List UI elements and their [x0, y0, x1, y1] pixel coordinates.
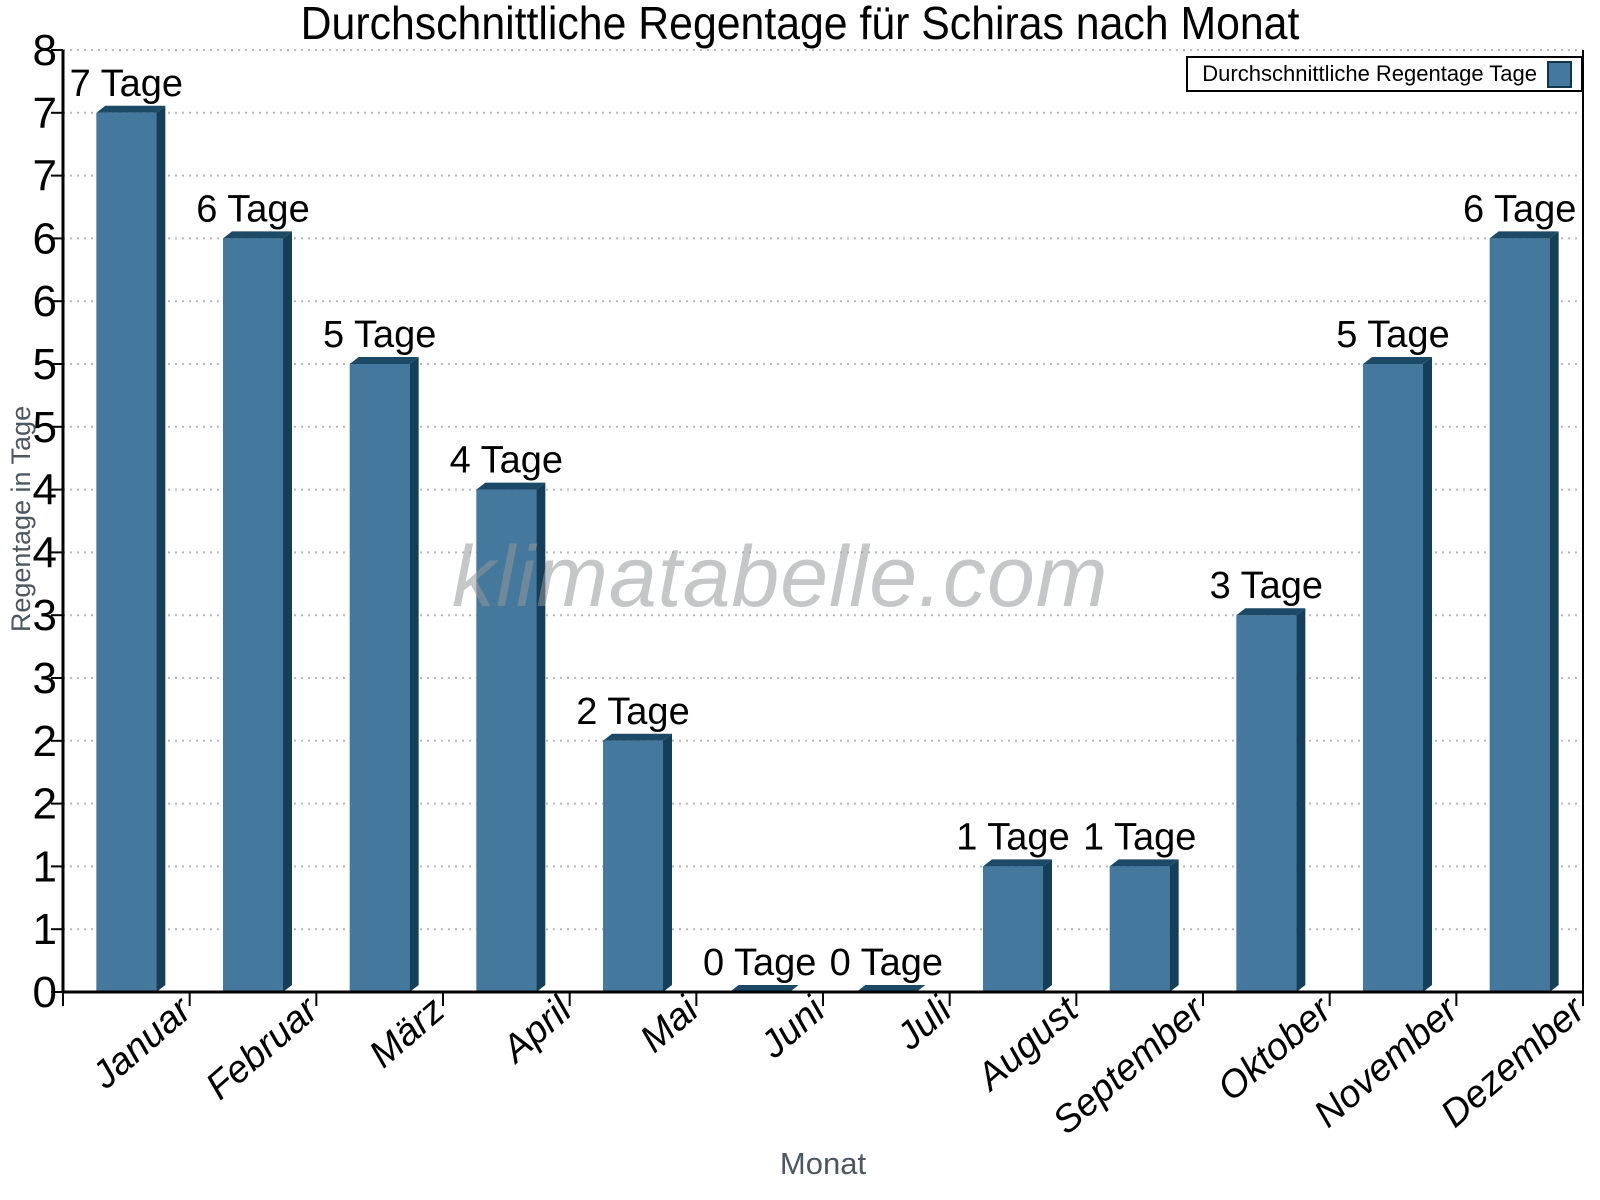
bar-value-label: 1 Tage: [1083, 816, 1196, 858]
bar-face: [476, 489, 537, 992]
x-category-label: März: [362, 989, 453, 1076]
bar-value-label: 0 Tage: [703, 942, 816, 984]
bar-top: [349, 357, 419, 364]
bar-top: [856, 985, 926, 992]
y-tick-label: 5: [33, 403, 57, 452]
bar-top: [1109, 859, 1179, 867]
legend-swatch-icon: [1547, 60, 1572, 88]
x-category-label: Januar: [84, 988, 201, 1097]
bar-face: [223, 238, 283, 992]
bar-top: [1489, 231, 1559, 239]
y-tick-label: 2: [33, 780, 57, 829]
y-tick-label: 6: [33, 277, 57, 326]
x-axis-title: Monat: [779, 1146, 867, 1181]
bar-value-label: 1 Tage: [956, 816, 1069, 858]
bar-face: [1109, 866, 1170, 992]
bar-top: [1236, 608, 1306, 616]
bar-side: [536, 482, 546, 992]
y-tick-label: 3: [33, 654, 57, 703]
bar-top: [983, 859, 1052, 867]
bar-value-label: 5 Tage: [323, 314, 436, 356]
bar-value-label: 6 Tage: [1463, 188, 1576, 230]
bar-value-label: 7 Tage: [70, 63, 183, 105]
bar-side: [1423, 357, 1432, 992]
bar-value-label: 2 Tage: [576, 691, 689, 733]
bar-side: [1296, 608, 1306, 992]
y-axis-title: Regentage in Tage: [6, 405, 36, 633]
x-category-label: August: [968, 988, 1087, 1100]
y-tick-label: 7: [33, 89, 57, 138]
bar-top: [96, 105, 166, 113]
y-tick-label: 7: [33, 152, 57, 201]
y-tick-label: 1: [33, 905, 57, 954]
y-tick-label: 6: [33, 214, 57, 263]
bar-value-label: 3 Tage: [1210, 565, 1323, 607]
bar-face: [1489, 238, 1550, 992]
bar-top: [603, 733, 672, 741]
chart-title: Durchschnittliche Regentage für Schiras …: [300, 0, 1300, 49]
bar-side: [1169, 859, 1179, 992]
y-tick-label: 5: [33, 340, 57, 389]
bar-top: [476, 482, 546, 490]
bar-value-label: 0 Tage: [830, 942, 943, 984]
x-category-label: April: [493, 988, 581, 1072]
bar-side: [663, 733, 672, 992]
y-tick-label: 4: [33, 528, 57, 577]
bar-face: [983, 866, 1043, 992]
y-tick-label: 8: [33, 26, 57, 75]
bar-face: [349, 364, 410, 992]
bar-side: [409, 357, 419, 992]
bar-face: [603, 740, 663, 992]
bar-value-label: 4 Tage: [450, 440, 563, 482]
bar-face: [96, 112, 157, 993]
bar-side: [1549, 231, 1559, 992]
bar-side: [283, 231, 292, 992]
y-tick-label: 1: [33, 842, 57, 891]
y-tick-label: 4: [33, 466, 57, 515]
y-tick-label: 3: [33, 591, 57, 640]
bar-face: [1236, 615, 1297, 992]
bar-side: [156, 105, 166, 993]
bar-value-label: 6 Tage: [196, 188, 309, 230]
bar-top: [223, 231, 292, 239]
legend-label: Durchschnittliche Regentage Tage: [1202, 61, 1537, 86]
legend: Durchschnittliche Regentage Tage: [1186, 56, 1583, 92]
bar-value-label: 5 Tage: [1336, 314, 1449, 356]
x-category-label: Februar: [198, 988, 327, 1108]
bar-top: [729, 985, 799, 992]
bar-top: [1363, 357, 1432, 364]
bar-face: [1363, 364, 1423, 992]
x-category-label: Dezember: [1433, 988, 1594, 1136]
bar-side: [1043, 859, 1052, 992]
y-tick-label: 0: [33, 968, 57, 1017]
x-category-label: Juni: [752, 988, 834, 1067]
y-tick-label: 2: [33, 717, 57, 766]
